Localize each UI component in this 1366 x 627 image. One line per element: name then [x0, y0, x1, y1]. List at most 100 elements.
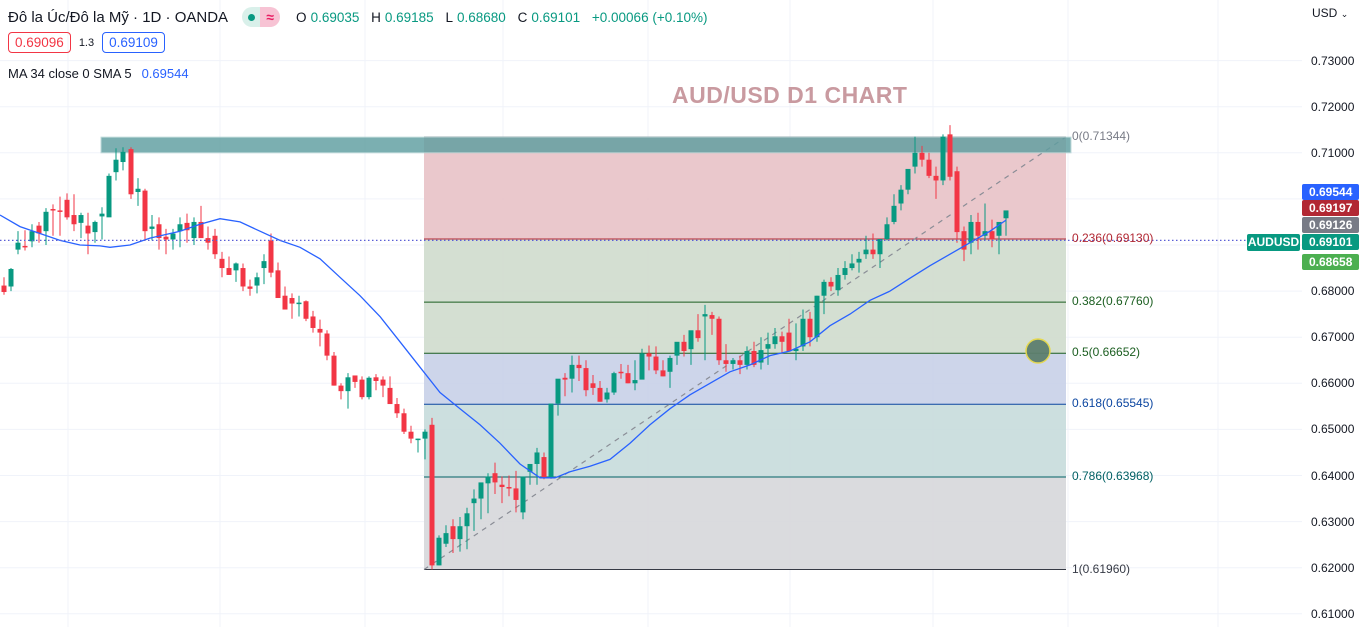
candle-body — [415, 438, 421, 441]
sell-button[interactable]: 0.69096 — [8, 32, 71, 53]
candle-body — [85, 225, 91, 234]
candle-body — [842, 268, 848, 275]
candle-body — [478, 482, 484, 499]
low-value: 0.68680 — [456, 9, 506, 25]
price-axis-label: 0.68000 — [1311, 284, 1355, 299]
candle-body — [793, 348, 799, 352]
price-axis-label: 0.62000 — [1311, 560, 1355, 575]
candle-body — [632, 380, 638, 384]
candle-body — [106, 175, 112, 218]
candle-body — [352, 375, 358, 382]
candle-body — [184, 222, 190, 231]
candle-body — [702, 314, 708, 317]
chart-legend: Đô la Úc/Đô la Mỹ · 1D · OANDA ≈ O 0.6903… — [8, 7, 711, 27]
candle-body — [268, 240, 274, 273]
indicator-legend[interactable]: MA 34 close 0 SMA 5 0.69544 — [8, 66, 189, 81]
candle-body — [135, 188, 141, 192]
candle-body — [275, 270, 281, 299]
change-value: +0.00066 (+0.10%) — [591, 9, 708, 25]
candle-body — [464, 513, 470, 527]
candle-body — [492, 473, 498, 483]
high-value: 0.69185 — [384, 9, 434, 25]
candle-body — [15, 242, 21, 250]
market-open-dot-icon[interactable] — [242, 7, 261, 27]
candle-body — [240, 268, 246, 287]
price-axis-label: 0.66000 — [1311, 376, 1355, 391]
price-axis-label: 0.64000 — [1311, 468, 1355, 483]
candle-body — [99, 213, 105, 217]
candle-body — [422, 431, 428, 439]
candle-body — [940, 136, 946, 181]
resistance-zone[interactable] — [100, 136, 1072, 154]
currency-menu[interactable]: USD ⌄ — [1312, 6, 1349, 20]
buy-button[interactable]: 0.69109 — [102, 32, 165, 53]
candle-body — [331, 355, 337, 386]
price-axis-label: 0.65000 — [1311, 422, 1355, 437]
candle-body — [737, 360, 743, 365]
candle-body — [156, 224, 162, 239]
candle-body — [408, 431, 414, 439]
candle-body — [723, 360, 729, 364]
indicator-value: 0.69544 — [141, 66, 189, 81]
fib-zone — [424, 239, 1066, 303]
candle-body — [996, 221, 1002, 236]
candle-body — [92, 221, 98, 233]
candle-body — [219, 258, 225, 269]
candle-body — [429, 424, 435, 566]
candle-body — [800, 318, 806, 347]
fib-level-label: 0(0.71344) — [1072, 128, 1131, 143]
ma-line — [0, 214, 1007, 479]
candle-body — [849, 263, 855, 269]
candle-body — [625, 373, 631, 384]
chart-title-text[interactable]: AUD/USD D1 CHART — [672, 82, 908, 108]
candle-body — [296, 302, 302, 305]
candle-body — [142, 190, 148, 232]
candle-body — [443, 533, 449, 544]
candlesticks — [1, 125, 1009, 570]
candle-body — [338, 385, 344, 392]
price-tag: 0.68658 — [1302, 254, 1359, 270]
candle-body — [1, 285, 7, 293]
candle-body — [149, 226, 155, 229]
price-tag: 0.69197 — [1302, 200, 1359, 216]
candle-body — [527, 463, 533, 472]
candle-body — [247, 286, 253, 289]
candle-body — [177, 224, 183, 232]
candle-body — [898, 189, 904, 204]
candle-body — [387, 387, 393, 405]
moving-average-line — [0, 214, 1007, 479]
fib-zone — [424, 404, 1066, 477]
candle-body — [1003, 210, 1009, 219]
candle-body — [71, 215, 77, 225]
candle-body — [534, 452, 540, 464]
candle-body — [709, 315, 715, 319]
candle-body — [520, 476, 526, 513]
candle-body — [779, 336, 785, 342]
candle-body — [499, 484, 505, 488]
candle-body — [870, 249, 876, 255]
price-tag: 0.69101 — [1302, 234, 1359, 250]
status-pill[interactable]: ≈ — [242, 7, 281, 27]
candle-body — [576, 364, 582, 369]
candle-body — [8, 268, 14, 287]
candle-body — [604, 392, 610, 400]
price-tag: 0.69126 — [1302, 217, 1359, 233]
candle-body — [758, 350, 764, 363]
candle-body — [120, 151, 126, 163]
close-value: 0.69101 — [531, 9, 581, 25]
open-value: 0.69035 — [310, 9, 360, 25]
price-axis-label: 0.72000 — [1311, 99, 1355, 114]
candle-body — [170, 233, 176, 240]
candle-body — [317, 328, 323, 333]
candle-body — [548, 403, 554, 478]
candle-body — [933, 175, 939, 181]
target-circle-marker[interactable] — [1025, 338, 1051, 364]
resistance-rectangle — [100, 136, 1072, 154]
candle-body — [64, 199, 70, 218]
symbol-title[interactable]: Đô la Úc/Đô la Mỹ · 1D · OANDA — [8, 8, 229, 26]
candle-body — [401, 413, 407, 432]
candle-body — [821, 281, 827, 296]
candle-body — [555, 378, 561, 404]
delayed-data-wave-icon[interactable]: ≈ — [260, 7, 281, 27]
